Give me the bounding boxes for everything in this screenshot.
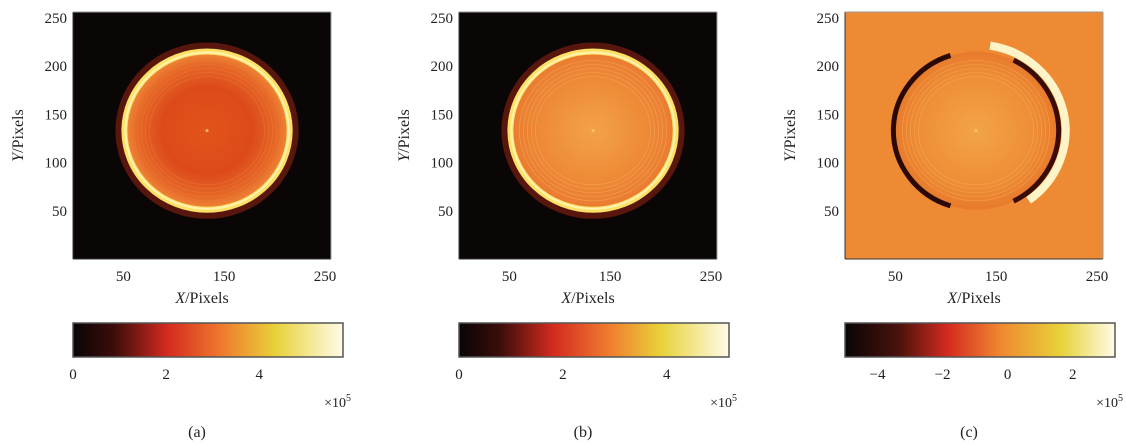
multiplier-base: ×10 [1096, 396, 1118, 411]
y-tick-label: 50 [824, 204, 839, 220]
x-tick-label: 150 [599, 269, 622, 285]
fringe-ring [531, 72, 656, 190]
fringe-ring [906, 64, 1047, 198]
x-axis-label: X/Pixels [174, 290, 228, 307]
x-tick-label: 50 [888, 269, 903, 285]
y-axis-unit: /Pixels [396, 109, 413, 153]
fringe-ring [918, 76, 1035, 186]
fringe-ring [523, 64, 664, 198]
colorbar-tick-label: −2 [935, 367, 951, 383]
ring-glow [115, 42, 299, 219]
ring-highlight [510, 51, 676, 210]
y-tick-label: 50 [438, 204, 453, 220]
center-speck [974, 129, 978, 133]
x-axis-var: X [174, 290, 186, 307]
x-tick-label: 250 [700, 269, 723, 285]
colorbar-tick-label: 0 [455, 367, 463, 383]
fringe-ring [141, 68, 274, 194]
y-tick-label: 150 [431, 107, 454, 123]
x-axis-unit: /Pixels [957, 290, 1001, 307]
panel-caption: (b) [574, 424, 593, 441]
bright-edge-arc [989, 41, 1070, 204]
panel-caption: (a) [188, 424, 206, 441]
y-tick-label: 100 [431, 156, 454, 172]
y-tick-label: 200 [45, 59, 68, 75]
colorbar-multiplier: ×105 [710, 393, 737, 411]
y-axis-label: Y/Pixels [396, 109, 413, 161]
x-axis-label: X/Pixels [560, 290, 614, 307]
center-speck [591, 129, 595, 133]
y-tick-label: 100 [817, 156, 840, 172]
x-tick-label: 50 [116, 269, 131, 285]
x-tick-label: 150 [213, 269, 236, 285]
y-tick-label: 100 [45, 156, 68, 172]
panel-caption: (c) [960, 424, 978, 441]
multiplier-exponent: 5 [732, 393, 737, 404]
fringe-ring [149, 76, 266, 186]
y-axis-unit: /Pixels [10, 109, 27, 153]
y-axis-unit: /Pixels [782, 109, 799, 153]
fringe-ring [914, 72, 1039, 190]
y-axis-var: Y [10, 151, 27, 162]
x-axis-unit: /Pixels [185, 290, 229, 307]
dark-inner-arc-right [1012, 57, 1062, 204]
fringe-ring [535, 76, 652, 186]
dark-edge-arc [890, 53, 952, 209]
center-speck [205, 129, 209, 133]
y-tick-label: 50 [52, 204, 67, 220]
colorbar-tick-label: −4 [870, 367, 886, 383]
y-axis-var: Y [396, 151, 413, 162]
multiplier-base: ×10 [710, 396, 732, 411]
colorbar-multiplier: ×105 [1096, 393, 1123, 411]
x-tick-label: 250 [1086, 269, 1109, 285]
y-tick-label: 250 [45, 11, 68, 27]
y-tick-label: 150 [45, 107, 68, 123]
multiplier-base: ×10 [324, 396, 346, 411]
colorbar-tick-label: 2 [162, 367, 170, 383]
colorbar-tick-label: 2 [1069, 367, 1077, 383]
x-axis-var: X [946, 290, 958, 307]
x-axis-var: X [560, 290, 572, 307]
y-tick-label: 250 [817, 11, 840, 27]
colorbar-tick-label: 0 [1004, 367, 1012, 383]
fringe-ring [527, 68, 660, 194]
fringe-ring [145, 72, 270, 190]
multiplier-exponent: 5 [346, 393, 351, 404]
y-axis-label: Y/Pixels [10, 109, 27, 161]
colorbar [844, 322, 1116, 358]
x-tick-label: 150 [985, 269, 1008, 285]
fringe-ring [902, 60, 1051, 202]
multiplier-exponent: 5 [1118, 393, 1123, 404]
colorbar-tick-label: 4 [255, 367, 263, 383]
colorbar-tick-label: 4 [663, 367, 671, 383]
y-tick-label: 250 [431, 11, 454, 27]
y-tick-label: 200 [431, 59, 454, 75]
colorbar-tick-label: 2 [559, 367, 567, 383]
colorbar [458, 322, 730, 358]
x-tick-label: 50 [502, 269, 517, 285]
colorbar-multiplier: ×105 [324, 393, 351, 411]
fringe-ring [910, 68, 1043, 194]
x-axis-label: X/Pixels [946, 290, 1000, 307]
ring-glow [501, 42, 685, 219]
fringe-ring [133, 60, 282, 202]
fringe-ring [519, 60, 668, 202]
x-axis-unit: /Pixels [571, 290, 615, 307]
y-tick-label: 200 [817, 59, 840, 75]
y-axis-var: Y [782, 151, 799, 162]
fringe-ring [137, 64, 278, 198]
colorbar-tick-label: 0 [69, 367, 77, 383]
ring-highlight [124, 51, 290, 210]
y-axis-label: Y/Pixels [782, 109, 799, 161]
x-tick-label: 250 [314, 269, 337, 285]
colorbar [72, 322, 344, 358]
y-tick-label: 150 [817, 107, 840, 123]
